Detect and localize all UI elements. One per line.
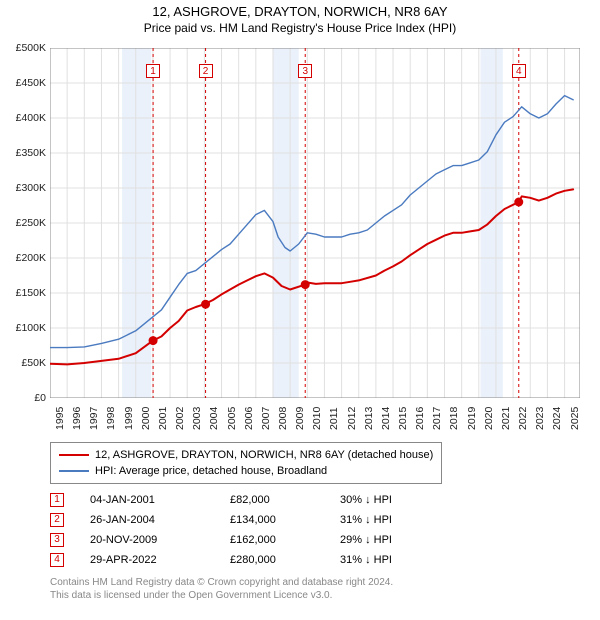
y-axis-label: £0 [0, 392, 46, 404]
x-axis-label: 2007 [260, 407, 272, 430]
x-axis-label: 2025 [569, 407, 581, 430]
table-row: 4 29-APR-2022£280,00031% ↓ HPI [50, 550, 392, 570]
sale-price: £82,000 [230, 494, 340, 506]
table-row: 3 20-NOV-2009£162,00029% ↓ HPI [50, 530, 392, 550]
y-axis-label: £200K [0, 252, 46, 264]
x-axis-label: 1995 [54, 407, 66, 430]
x-axis-label: 2001 [157, 407, 169, 430]
sale-date: 04-JAN-2001 [90, 494, 230, 506]
sale-marker: 4 [512, 64, 526, 78]
sales-table: 1 04-JAN-2001£82,00030% ↓ HPI 2 26-JAN-2004… [50, 490, 392, 570]
x-axis-label: 2022 [517, 407, 529, 430]
y-axis-label: £300K [0, 182, 46, 194]
y-axis-label: £50K [0, 357, 46, 369]
sale-marker-ref: 4 [50, 553, 64, 567]
y-axis-label: £150K [0, 287, 46, 299]
legend-item: HPI: Average price, detached house, Broa… [59, 463, 433, 479]
legend-item: 12, ASHGROVE, DRAYTON, NORWICH, NR8 6AY … [59, 447, 433, 463]
sale-marker-ref: 3 [50, 533, 64, 547]
sale-marker: 2 [199, 64, 213, 78]
attribution-footer: Contains HM Land Registry data © Crown c… [50, 576, 393, 602]
sale-vs-hpi: 29% ↓ HPI [340, 534, 392, 546]
x-axis-label: 2018 [448, 407, 460, 430]
x-axis-label: 2000 [140, 407, 152, 430]
sale-date: 26-JAN-2004 [90, 514, 230, 526]
sale-date: 20-NOV-2009 [90, 534, 230, 546]
table-row: 1 04-JAN-2001£82,00030% ↓ HPI [50, 490, 392, 510]
chart-container: 12, ASHGROVE, DRAYTON, NORWICH, NR8 6AY … [0, 0, 600, 620]
y-axis-label: £250K [0, 217, 46, 229]
sale-marker-ref: 2 [50, 513, 64, 527]
x-axis-label: 2009 [294, 407, 306, 430]
x-axis-label: 2008 [277, 407, 289, 430]
page-title: 12, ASHGROVE, DRAYTON, NORWICH, NR8 6AY [0, 4, 600, 19]
legend: 12, ASHGROVE, DRAYTON, NORWICH, NR8 6AY … [50, 442, 442, 484]
legend-label: 12, ASHGROVE, DRAYTON, NORWICH, NR8 6AY … [95, 449, 433, 461]
footer-line1: Contains HM Land Registry data © Crown c… [50, 576, 393, 589]
table-row: 2 26-JAN-2004£134,00031% ↓ HPI [50, 510, 392, 530]
sale-marker-ref: 1 [50, 493, 64, 507]
y-axis-label: £500K [0, 42, 46, 54]
sale-price: £280,000 [230, 554, 340, 566]
x-axis-label: 2015 [397, 407, 409, 430]
x-axis-label: 2011 [328, 407, 340, 430]
x-axis-label: 2003 [191, 407, 203, 430]
x-axis-label: 1998 [105, 407, 117, 430]
y-axis-label: £400K [0, 112, 46, 124]
x-axis-label: 2019 [466, 407, 478, 430]
x-axis-label: 2014 [380, 407, 392, 430]
x-axis-label: 1999 [123, 407, 135, 430]
x-axis-label: 2024 [551, 407, 563, 430]
x-axis-label: 2005 [226, 407, 238, 430]
sale-price: £162,000 [230, 534, 340, 546]
sale-vs-hpi: 31% ↓ HPI [340, 514, 392, 526]
y-axis-label: £100K [0, 322, 46, 334]
sale-vs-hpi: 31% ↓ HPI [340, 554, 392, 566]
x-axis-label: 2016 [414, 407, 426, 430]
x-axis-label: 1997 [88, 407, 100, 430]
x-axis-label: 2020 [483, 407, 495, 430]
title-block: 12, ASHGROVE, DRAYTON, NORWICH, NR8 6AY … [0, 0, 600, 35]
x-axis-label: 1996 [71, 407, 83, 430]
x-axis-label: 2023 [534, 407, 546, 430]
x-axis-label: 2006 [243, 407, 255, 430]
footer-line2: This data is licensed under the Open Gov… [50, 589, 393, 602]
x-axis-label: 2012 [346, 407, 358, 430]
page-subtitle: Price paid vs. HM Land Registry's House … [0, 21, 600, 35]
x-axis-label: 2004 [208, 407, 220, 430]
legend-label: HPI: Average price, detached house, Broa… [95, 465, 327, 477]
y-axis-label: £350K [0, 147, 46, 159]
y-axis-label: £450K [0, 77, 46, 89]
legend-swatch [59, 454, 89, 456]
legend-swatch [59, 470, 89, 472]
x-axis-label: 2017 [431, 407, 443, 430]
sale-price: £134,000 [230, 514, 340, 526]
sale-marker: 3 [298, 64, 312, 78]
chart-svg [50, 48, 580, 398]
x-axis-label: 2013 [363, 407, 375, 430]
sale-date: 29-APR-2022 [90, 554, 230, 566]
sale-marker: 1 [146, 64, 160, 78]
x-axis-label: 2002 [174, 407, 186, 430]
x-axis-label: 2010 [311, 407, 323, 430]
x-axis-label: 2021 [500, 407, 512, 430]
sale-vs-hpi: 30% ↓ HPI [340, 494, 392, 506]
chart-area [50, 48, 580, 398]
